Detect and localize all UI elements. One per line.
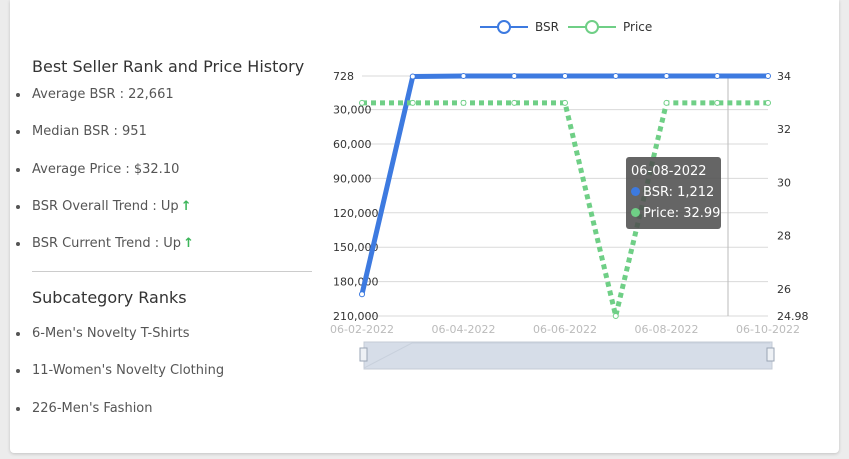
subcategory-title: Subcategory Ranks [32, 288, 187, 307]
list-item: BSR Overall Trend : Up ↑ [16, 199, 192, 214]
price-point[interactable] [663, 99, 670, 106]
tooltip-bsr: BSR: 1,212 [643, 185, 715, 200]
y-left-tick-label: 90,000 [333, 172, 372, 185]
price-point[interactable] [562, 99, 568, 106]
list-item: Average Price : $32.10 [15, 162, 180, 177]
range-slider-right-handle[interactable] [766, 347, 775, 362]
list-item: Average BSR : 22,661 [16, 87, 174, 102]
range-slider-left-handle[interactable] [359, 347, 368, 362]
price-dot-icon [631, 208, 640, 217]
bsr-point[interactable] [612, 73, 619, 79]
list-item: 6-Men's Novelty T-Shirts [16, 326, 190, 341]
bsr-point[interactable] [511, 73, 518, 79]
range-slider-preview [363, 342, 770, 369]
page-title: Best Seller Rank and Price History [32, 57, 305, 76]
bsr-point[interactable] [562, 73, 568, 79]
y-left-tick-label: 120,000 [333, 207, 379, 220]
y-left-tick-label: 728 [333, 70, 354, 83]
price-point[interactable] [460, 99, 467, 106]
chart-tooltip: 06-08-2022 BSR: 1,212 Price: 32.99 [626, 157, 721, 229]
list-item: 226-Men's Fashion [16, 401, 153, 416]
y-right-tick-label: 34 [777, 70, 791, 83]
price-point[interactable] [714, 99, 721, 106]
bsr-point[interactable] [765, 73, 771, 79]
bsr-point[interactable] [409, 73, 416, 80]
y-right-tick-label: 26 [777, 283, 791, 296]
y-right-tick-label: 30 [777, 176, 791, 189]
x-tick-label: 06-08-2022 [635, 323, 699, 336]
list-item: Median BSR : 951 [16, 124, 147, 139]
y-left-tick-label: 150,000 [333, 241, 379, 254]
range-slider [363, 341, 773, 370]
price-point[interactable] [359, 99, 365, 106]
price-point[interactable] [765, 99, 771, 106]
y-right-tick-label: 32 [777, 123, 791, 136]
legend-label[interactable]: Price [623, 20, 652, 34]
legend-label[interactable]: BSR [535, 20, 559, 34]
y-left-tick-label: 180,000 [333, 276, 379, 289]
bsr-point[interactable] [714, 73, 721, 79]
tooltip-date: 06-08-2022 [631, 164, 707, 179]
legend-marker[interactable] [585, 20, 599, 34]
y-right-tick-label: 24.98 [777, 310, 809, 323]
x-tick-label: 06-02-2022 [330, 323, 394, 336]
list-item: BSR Current Trend : Up ↑ [16, 236, 194, 251]
trend-up-icon: ↑ [183, 236, 194, 251]
x-tick-label: 06-10-2022 [736, 323, 800, 336]
tooltip-price: Price: 32.99 [643, 206, 721, 221]
legend-marker[interactable] [497, 20, 511, 34]
x-tick-label: 06-04-2022 [432, 323, 496, 336]
bsr-point[interactable] [663, 73, 670, 79]
y-left-tick-label: 210,000 [333, 310, 379, 323]
price-point[interactable] [409, 99, 416, 106]
price-point[interactable] [511, 99, 518, 106]
y-right-tick-label: 28 [777, 230, 791, 243]
trend-up-icon: ↑ [180, 199, 192, 214]
divider [32, 271, 312, 272]
y-left-tick-label: 60,000 [333, 138, 372, 151]
bsr-point[interactable] [359, 291, 365, 298]
bsr-point[interactable] [460, 73, 467, 79]
list-item: 11-Women's Novelty Clothing [15, 363, 225, 378]
price-point[interactable] [612, 313, 619, 319]
x-tick-label: 06-06-2022 [533, 323, 597, 336]
bsr-dot-icon [631, 187, 640, 196]
y-left-tick-label: 30,000 [333, 104, 372, 117]
